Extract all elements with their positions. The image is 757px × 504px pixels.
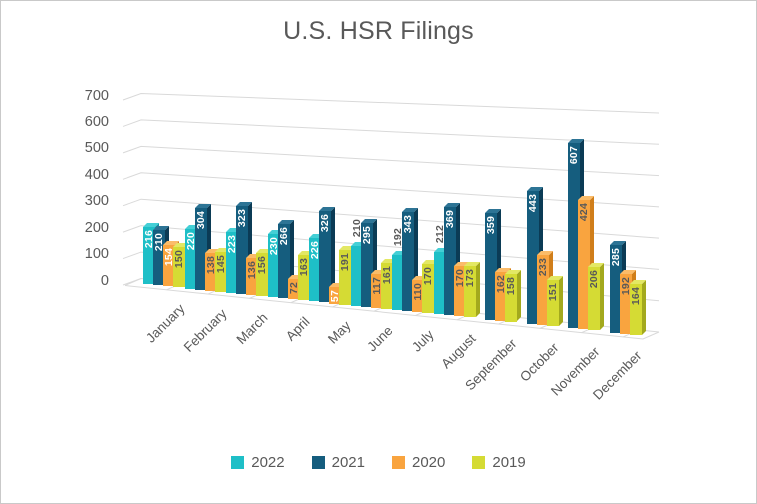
y-axis-tick-label: 200 (84, 219, 109, 236)
legend-item-2021: 2021 (311, 454, 365, 471)
bar-2022-may (309, 238, 321, 302)
legend-swatch-icon (392, 456, 405, 469)
bar-2021-december (609, 244, 622, 333)
bar-2022-march (226, 232, 238, 293)
gridline (122, 172, 660, 208)
bar-2021-october (526, 190, 539, 324)
bar-value-label: 323 (236, 208, 248, 227)
legend-label: 2021 (331, 454, 365, 471)
bar-2021-april (277, 224, 290, 299)
legend-label: 2020 (412, 454, 446, 471)
bar-value-label: 369 (443, 210, 456, 229)
bar-2020-february (204, 253, 217, 291)
legend-item-2022: 2022 (231, 454, 285, 471)
legend-swatch-icon (231, 456, 245, 469)
bar-2020-january (163, 245, 175, 287)
bar-2021-july (402, 211, 414, 312)
bar-value-label: 233 (536, 257, 549, 276)
bar-2019-march (256, 252, 268, 296)
bar-value-label: 164 (629, 286, 642, 305)
bar-2020-march (246, 257, 258, 295)
bar-2019-august (463, 266, 476, 318)
bar-value-label: 295 (360, 225, 373, 244)
gridline (122, 119, 660, 145)
bar-value-label: 424 (578, 202, 590, 221)
gridline (122, 145, 660, 177)
bar-2019-november (588, 267, 600, 331)
bar-2021-august (443, 207, 456, 316)
bar-2019-july (422, 263, 434, 314)
bar-value-label: 343 (402, 214, 414, 233)
bar-value-label: 304 (194, 210, 207, 229)
gridline (122, 93, 660, 114)
y-axis-tick-label: 300 (84, 193, 109, 210)
bar-value-label: 206 (588, 270, 600, 289)
bar-2022-august (433, 252, 446, 315)
gridline (124, 285, 660, 340)
y-axis-tick-label: 0 (100, 272, 109, 289)
bar-2020-april (287, 279, 300, 300)
y-axis-tick-label: 600 (84, 113, 109, 130)
bar-2022-january (143, 227, 155, 285)
chart-title: U.S. HSR Filings (283, 17, 474, 45)
bar-value-label: 151 (546, 283, 559, 302)
bar-value-label: 607 (568, 146, 580, 165)
bar-value-label: 359 (485, 215, 497, 235)
bar-2020-november (578, 199, 590, 330)
y-axis-tick-label: 400 (84, 166, 109, 183)
bar-2020-december (619, 274, 632, 334)
legend-swatch-icon (311, 456, 325, 469)
bar-2022-june (350, 246, 363, 306)
bar-2022-july (392, 254, 404, 311)
legend-item-2019: 2019 (472, 454, 526, 471)
bar-value-label: 326 (319, 213, 331, 232)
bar-2019-january (173, 247, 185, 288)
bar-2019-may (339, 250, 351, 305)
bar-2019-april (297, 254, 310, 301)
bar-2020-july (412, 280, 424, 313)
bar-2022-april (267, 233, 280, 298)
bar-2020-may (329, 287, 341, 304)
bar-2021-may (319, 210, 331, 303)
bar-2021-june (360, 222, 373, 307)
y-axis-tick-label: 100 (84, 246, 109, 263)
y-axis-tick-label: 700 (84, 87, 109, 104)
bar-value-label: 173 (463, 269, 476, 288)
bar-2021-february (194, 207, 207, 290)
bar-2020-june (370, 274, 383, 308)
legend-item-2020: 2020 (392, 454, 445, 471)
bar-2020-october (536, 254, 549, 325)
bar-2019-september (505, 274, 517, 322)
bar-2019-october (546, 280, 559, 326)
legend-label: 2022 (251, 454, 285, 471)
bar-2020-august (453, 266, 466, 317)
bar-value-label: 285 (609, 247, 622, 266)
bar-2022-february (184, 229, 197, 289)
legend: 2022 2021 2020 2019 (1, 454, 756, 471)
legend-label: 2019 (492, 454, 526, 471)
bar-2021-november (568, 143, 580, 329)
bar-value-label: 443 (526, 193, 539, 212)
legend-swatch-icon (472, 456, 486, 469)
y-axis-tick-label: 500 (84, 140, 109, 157)
bar-2021-january (153, 229, 165, 286)
bar-2019-december (629, 283, 642, 335)
bar-2021-march (236, 205, 248, 294)
bar-2019-june (380, 262, 393, 309)
gridline (124, 278, 142, 286)
bar-2019-february (214, 252, 227, 292)
bar-value-label: 266 (277, 227, 290, 246)
bar-2021-september (485, 212, 497, 320)
bar-2020-september (495, 272, 507, 321)
bar-value-label: 158 (505, 277, 517, 296)
